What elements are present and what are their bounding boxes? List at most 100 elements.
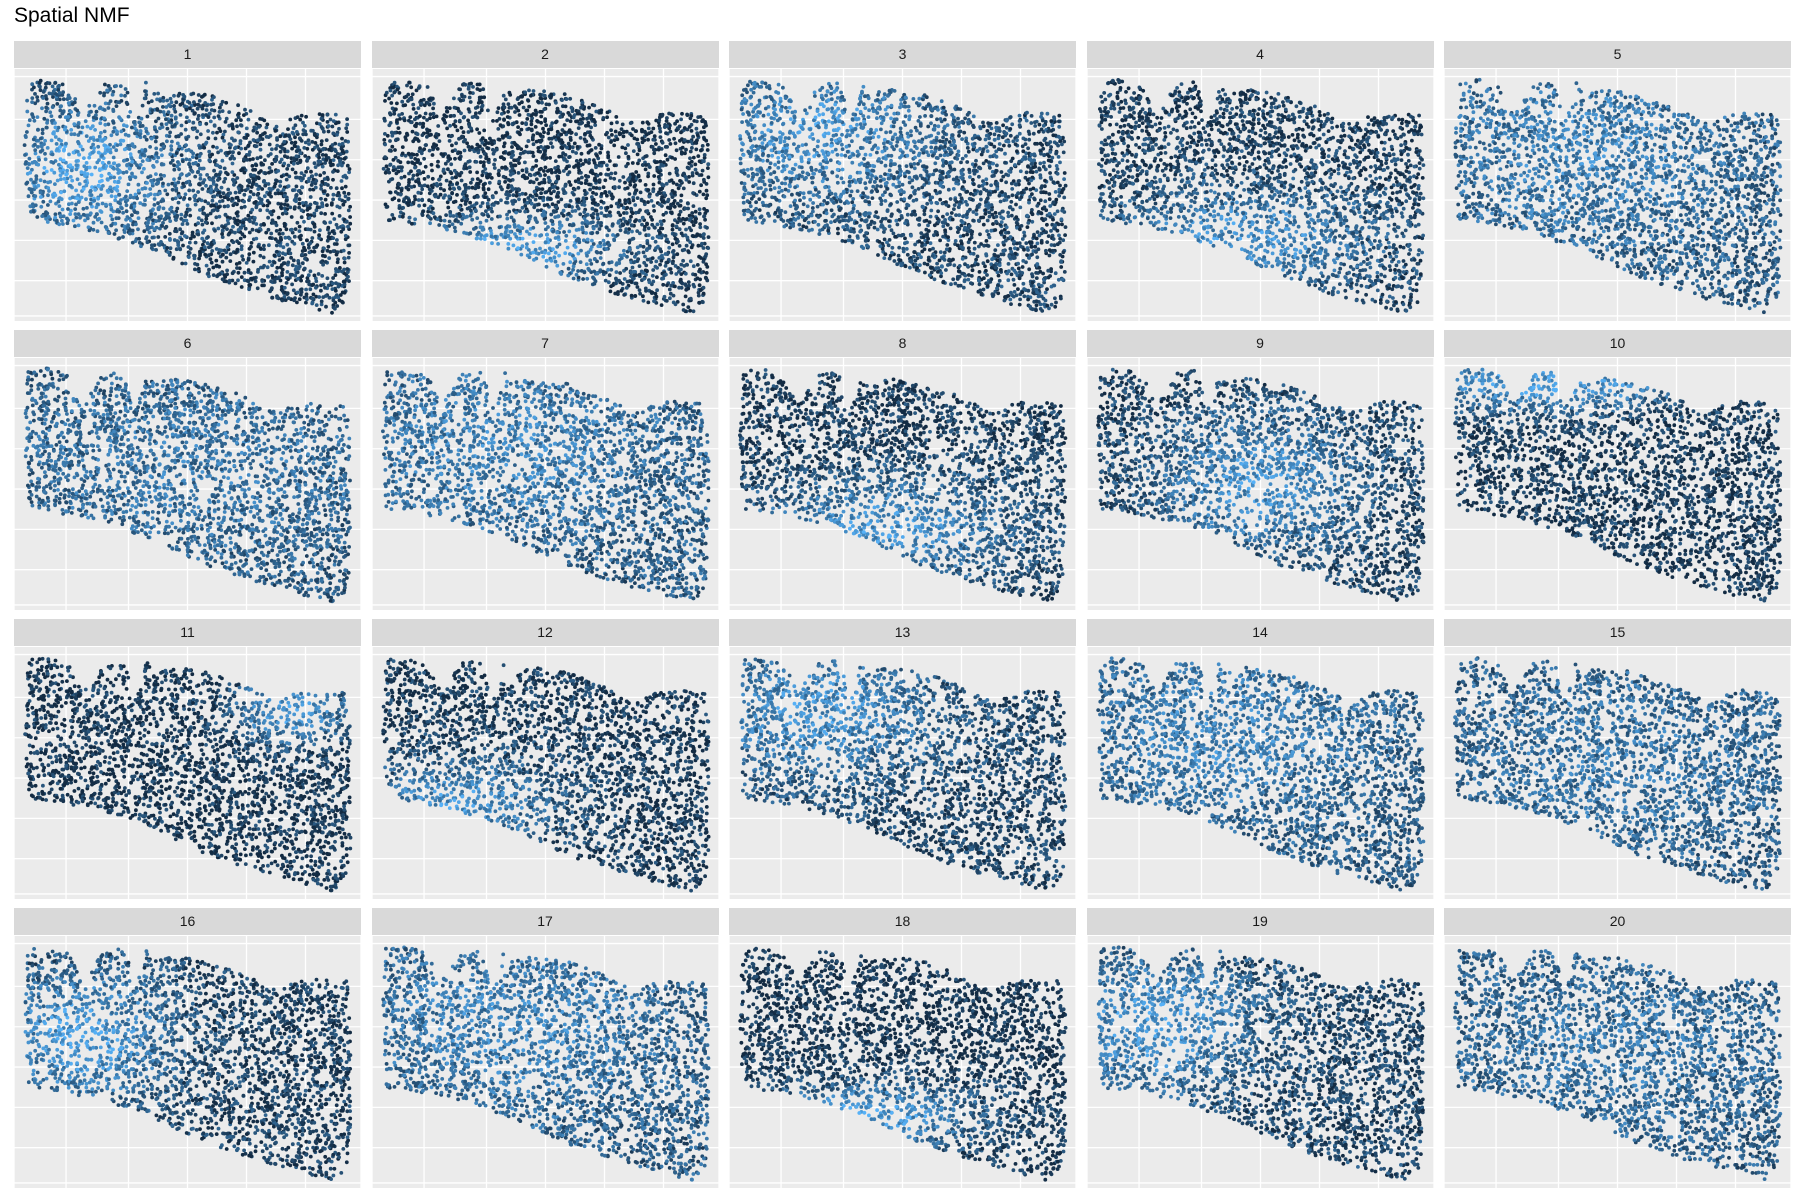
point <box>226 187 231 192</box>
point <box>53 135 58 139</box>
point <box>38 149 43 154</box>
point <box>457 150 462 155</box>
point <box>649 199 653 203</box>
point <box>672 204 677 209</box>
point <box>586 105 591 110</box>
point <box>130 228 135 233</box>
point <box>201 166 206 171</box>
point <box>645 300 650 305</box>
point <box>499 187 504 192</box>
point <box>505 192 510 197</box>
point <box>333 147 337 152</box>
point <box>399 112 404 116</box>
point <box>129 163 134 168</box>
point <box>486 214 490 219</box>
point <box>174 188 179 193</box>
point <box>224 250 229 255</box>
point <box>698 115 702 119</box>
point <box>450 222 454 227</box>
point <box>127 175 132 180</box>
point <box>142 229 147 234</box>
point <box>626 154 630 159</box>
point <box>483 209 488 214</box>
point <box>293 170 298 175</box>
point <box>549 170 554 175</box>
point <box>624 211 629 215</box>
point <box>452 156 457 161</box>
point <box>236 115 241 120</box>
point <box>304 300 308 305</box>
point <box>582 188 587 193</box>
point <box>526 126 531 131</box>
point <box>418 98 423 103</box>
point <box>545 131 550 136</box>
point <box>388 88 392 93</box>
point <box>212 123 217 128</box>
point <box>561 157 566 162</box>
point <box>614 120 619 125</box>
point <box>623 266 628 271</box>
point <box>266 215 270 220</box>
point <box>337 214 342 218</box>
point <box>447 106 452 110</box>
point <box>524 201 529 205</box>
point <box>340 141 345 146</box>
point <box>152 227 157 232</box>
point <box>605 267 610 272</box>
point <box>542 190 547 195</box>
point <box>105 177 110 181</box>
point <box>84 134 89 138</box>
point <box>618 132 622 136</box>
point <box>145 194 150 198</box>
point <box>319 211 324 216</box>
point <box>597 178 602 183</box>
point <box>291 188 295 193</box>
point <box>563 239 568 243</box>
point <box>239 285 244 289</box>
point <box>670 281 675 285</box>
point <box>632 184 636 189</box>
point <box>381 166 385 171</box>
point <box>516 161 521 165</box>
point <box>630 161 635 165</box>
point <box>218 194 223 199</box>
point <box>67 202 71 207</box>
point <box>165 192 170 197</box>
point <box>60 207 65 212</box>
point <box>26 123 31 128</box>
point <box>230 196 235 201</box>
point <box>159 162 164 167</box>
point <box>96 196 100 201</box>
point <box>258 208 263 213</box>
point <box>406 220 411 224</box>
point <box>175 206 180 211</box>
point <box>502 180 507 184</box>
point <box>275 136 279 140</box>
point <box>348 221 353 226</box>
point <box>680 145 685 150</box>
point <box>690 191 695 195</box>
point <box>236 111 241 116</box>
point <box>103 122 108 127</box>
point <box>335 132 339 137</box>
point <box>307 215 312 220</box>
point <box>176 160 180 164</box>
point <box>688 296 693 301</box>
point <box>538 140 542 144</box>
point <box>326 124 331 128</box>
point <box>53 182 57 186</box>
point <box>343 233 348 238</box>
point <box>338 158 342 163</box>
point <box>321 189 326 194</box>
point <box>51 160 56 165</box>
point <box>261 162 265 167</box>
point <box>529 201 534 206</box>
point <box>501 144 506 149</box>
point <box>347 167 352 171</box>
point <box>335 225 340 230</box>
point <box>524 245 529 250</box>
point <box>330 143 335 147</box>
point <box>53 81 57 85</box>
point <box>555 164 560 169</box>
